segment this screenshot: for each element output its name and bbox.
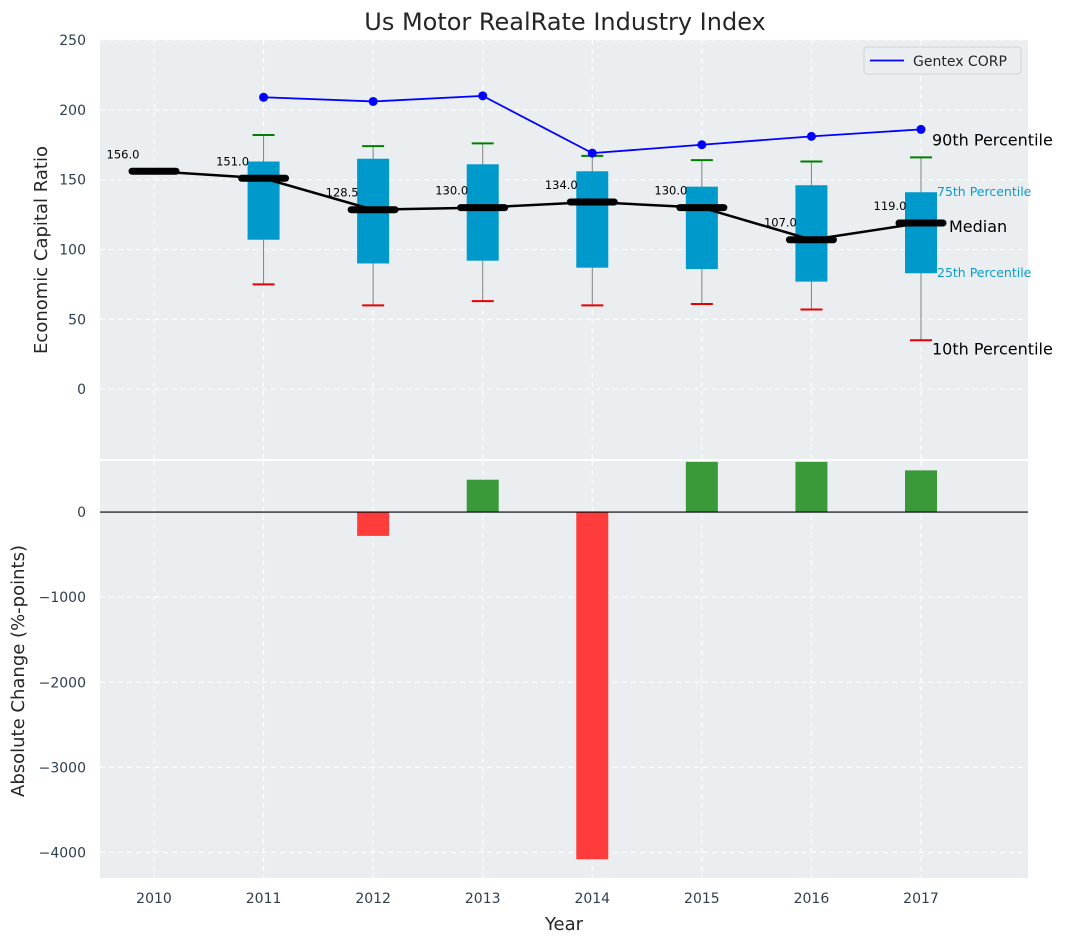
annotation-p90: 90th Percentile [932, 130, 1053, 149]
annotation-p75: 75th Percentile [937, 184, 1032, 199]
chart-title: Us Motor RealRate Industry Index [364, 8, 766, 36]
x-tick-label: 2017 [903, 891, 939, 907]
iqr-box [905, 192, 937, 274]
bottom-y-tick-label: 0 [77, 505, 86, 521]
bottom-y-tick-label: −3000 [39, 760, 86, 776]
series-point-gentex [806, 131, 816, 141]
change-bar-negative [576, 512, 609, 860]
annotation-p10: 10th Percentile [932, 339, 1053, 358]
median-value-label: 128.5 [326, 186, 359, 200]
series-point-gentex [368, 96, 378, 106]
bottom-panel: 0 −1000 −2000 −3000 −4000 2010 2011 2012 2013 201… [39, 461, 1028, 907]
legend-label-gentex: Gentex CORP [913, 54, 1007, 70]
top-panel: 0 50 100 150 200 250 156.0 151.0 128.5 130.0 134.0… [59, 33, 1053, 459]
iqr-box [576, 171, 609, 268]
annotation-p25: 25th Percentile [937, 265, 1032, 280]
bottom-y-tick-label: −2000 [39, 675, 86, 691]
x-tick-label: 2011 [246, 891, 282, 907]
top-y-tick-label: 150 [59, 173, 86, 189]
series-point-gentex [478, 91, 488, 101]
median-value-label: 107.0 [764, 216, 797, 230]
bottom-panel-background [100, 461, 1028, 878]
iqr-box [247, 161, 280, 240]
top-y-tick-label: 200 [59, 103, 86, 119]
top-y-tick-label: 250 [59, 33, 86, 49]
median-value-label: 156.0 [107, 147, 140, 161]
x-tick-label: 2016 [794, 891, 830, 907]
change-bar-negative [357, 512, 390, 536]
change-bar-positive [905, 470, 937, 513]
x-tick-label: 2014 [574, 891, 610, 907]
x-tick-label: 2012 [355, 891, 391, 907]
median-value-label: 134.0 [545, 178, 578, 192]
change-bar-positive [466, 479, 499, 513]
median-value-label: 151.0 [216, 154, 249, 168]
series-point-gentex [697, 140, 707, 150]
annotation-median: Median [949, 217, 1007, 236]
bottom-y-tick-label: −1000 [39, 590, 86, 606]
top-y-tick-label: 0 [77, 382, 86, 398]
median-value-label: 130.0 [654, 184, 687, 198]
x-tick-label: 2015 [684, 891, 720, 907]
top-y-tick-label: 100 [59, 243, 86, 259]
iqr-box [466, 164, 499, 261]
top-y-axis-title: Economic Capital Ratio [31, 146, 52, 354]
legend: Gentex CORP [863, 46, 1022, 75]
x-tick-label: 2010 [136, 891, 172, 907]
series-point-gentex [587, 148, 597, 158]
series-point-gentex [916, 124, 926, 134]
iqr-box [685, 186, 718, 270]
median-value-label: 130.0 [435, 184, 468, 198]
series-point-gentex [259, 92, 269, 102]
top-y-tick-label: 50 [68, 312, 86, 328]
bottom-y-tick-label: −4000 [39, 845, 86, 861]
x-axis-title: Year [544, 914, 584, 935]
change-bar-positive [795, 461, 828, 513]
median-value-label: 119.0 [874, 199, 907, 213]
change-bar-positive [685, 461, 718, 513]
x-tick-label: 2013 [465, 891, 501, 907]
legend-box [863, 46, 1022, 75]
bottom-y-axis-title: Absolute Change (%-points) [8, 545, 29, 797]
iqr-box [795, 185, 828, 282]
median-line [153, 170, 922, 242]
